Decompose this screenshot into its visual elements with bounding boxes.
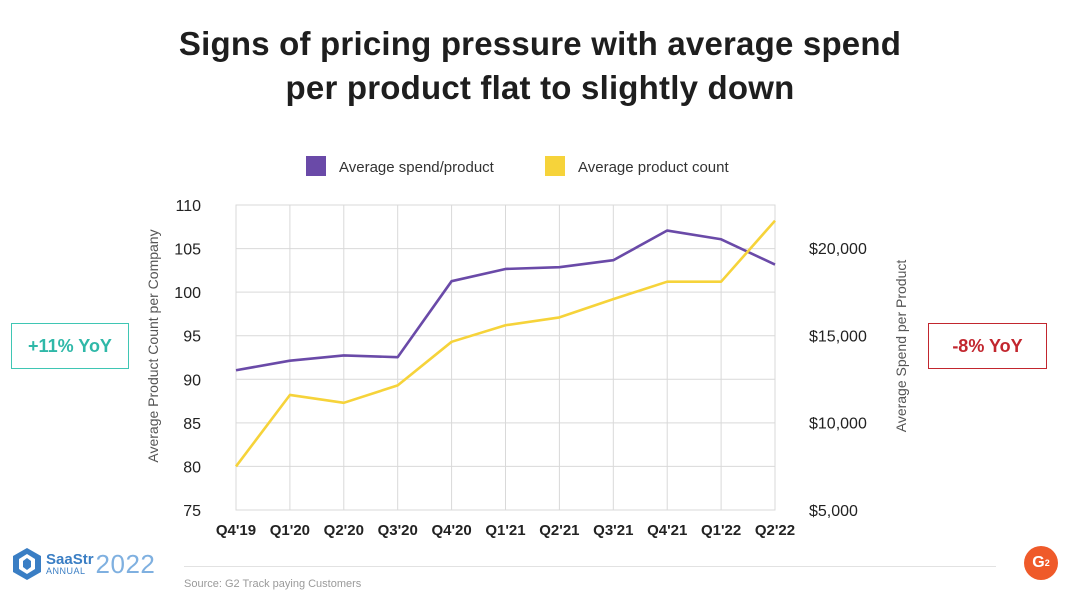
x-tick-label: Q4'19	[216, 522, 256, 539]
left-axis-ticks: 110 105 100 95 90 85 80 75	[174, 198, 201, 520]
title-line-2: per product flat to slightly down	[285, 69, 795, 106]
right-axis-label: Average Spend per Product	[893, 260, 909, 433]
series-lines	[234, 219, 776, 468]
spend-yoy-badge: -8% YoY	[928, 323, 1047, 369]
legend: Average spend/product Average product cou…	[306, 156, 729, 176]
x-tick-label: Q1'20	[270, 522, 310, 539]
legend-swatch	[545, 156, 565, 176]
left-tick-label: 110	[175, 198, 201, 215]
logo-year: 2022	[95, 548, 156, 579]
left-tick-label: 75	[183, 503, 201, 520]
saastr-badge-icon	[12, 547, 42, 581]
right-tick-label: $15,000	[809, 328, 867, 345]
x-tick-label: Q1'21	[485, 522, 525, 539]
right-tick-label: $20,000	[809, 241, 867, 258]
x-tick-label: Q4'20	[431, 522, 471, 539]
series-line-average-spend-product	[235, 229, 776, 372]
left-tick-label: 80	[183, 459, 201, 476]
chart-title: Signs of pricing pressure with average s…	[0, 22, 1080, 110]
left-tick-label: 90	[183, 372, 201, 389]
left-axis-label: Average Product Count per Company	[145, 229, 161, 462]
g2-logo-text: G	[1032, 554, 1045, 571]
x-axis-ticks: Q4'19 Q1'20 Q2'20 Q3'20 Q4'20 Q1'21 Q2'21 Q3'21…	[216, 522, 795, 539]
x-tick-label: Q4'21	[647, 522, 687, 539]
saastr-logo: SaaStr ANNUAL 2022	[12, 546, 155, 582]
logo-name: SaaStr	[46, 551, 94, 568]
legend-label: Average spend/product	[339, 159, 495, 176]
left-tick-label: 85	[183, 416, 201, 433]
product-count-yoy-badge: +11% YoY	[11, 323, 129, 369]
right-tick-label: $5,000	[809, 503, 858, 520]
legend-swatch	[306, 156, 326, 176]
grid	[235, 204, 776, 511]
logo-annual: ANNUAL	[46, 566, 86, 576]
left-tick-label: 95	[183, 329, 201, 346]
left-tick-label: 105	[174, 242, 201, 259]
right-tick-label: $10,000	[809, 416, 867, 433]
x-tick-label: Q2'22	[755, 522, 795, 539]
x-tick-label: Q3'20	[378, 522, 418, 539]
source-note: Source: G2 Track paying Customers	[184, 578, 362, 590]
left-tick-label: 100	[174, 285, 201, 302]
right-axis-ticks: $20,000 $15,000 $10,000 $5,000	[809, 241, 867, 520]
x-tick-label: Q2'21	[539, 522, 579, 539]
series-line-average-product-count	[234, 219, 776, 468]
x-tick-label: Q3'21	[593, 522, 633, 539]
legend-label: Average product count	[578, 159, 729, 176]
footer-divider	[184, 566, 996, 567]
title-line-1: Signs of pricing pressure with average s…	[178, 25, 902, 62]
x-tick-label: Q2'20	[324, 522, 364, 539]
x-tick-label: Q1'22	[701, 522, 741, 539]
